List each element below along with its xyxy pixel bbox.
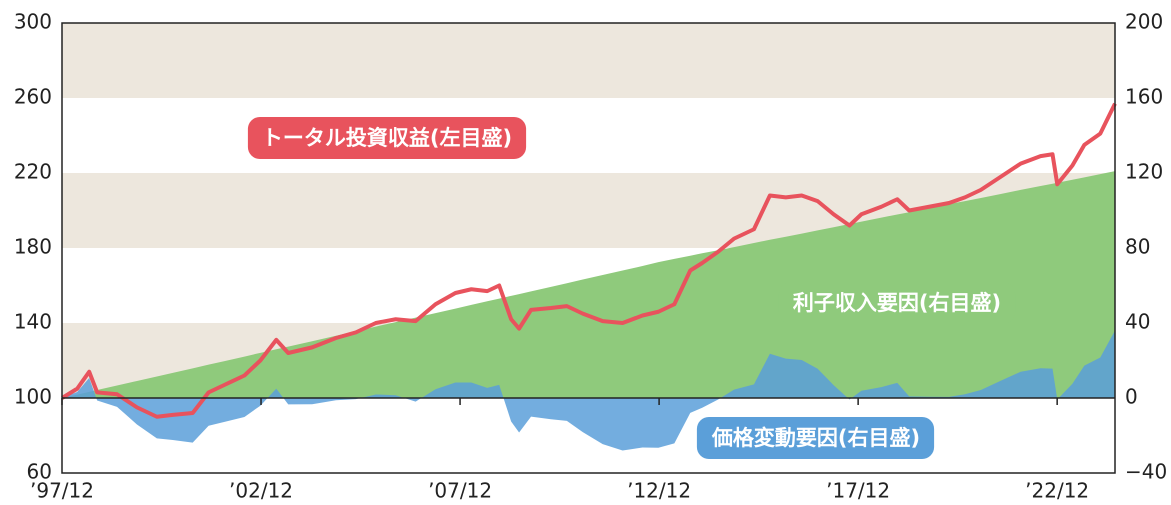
y-tick-label: 140: [14, 310, 52, 334]
legend-label: 価格変動要因(右目盛): [696, 417, 935, 459]
y-tick-label: 60: [27, 460, 52, 484]
legend-pill: [247, 117, 527, 159]
area: [62, 330, 1116, 451]
x-tick-label: ’22/12: [1025, 479, 1089, 503]
legend-pill: [696, 417, 935, 459]
legend-text: 価格変動要因(右目盛): [711, 426, 920, 450]
y2-tick-label: 120: [1125, 160, 1163, 184]
legend-label: 利子収入要因(右目盛): [778, 282, 1016, 324]
y-tick-label: 180: [14, 235, 52, 259]
y-tick-label: 100: [14, 385, 52, 409]
y2-tick-label: 80: [1125, 235, 1150, 259]
x-tick-label: ’17/12: [826, 479, 890, 503]
x-tick-label: ’12/12: [627, 479, 691, 503]
y-tick-label: 300: [14, 10, 52, 34]
x-tick-label: ’02/12: [229, 479, 293, 503]
legend-pill: [778, 282, 1016, 324]
y2-tick-label: 40: [1125, 310, 1150, 334]
x-tick-label: ’07/12: [428, 479, 492, 503]
legend-text: 利子収入要因(右目盛): [793, 291, 1001, 315]
y-tick-label: 220: [14, 160, 52, 184]
y2-tick-label: −40: [1125, 460, 1167, 484]
background-band: [62, 23, 1115, 98]
plot-frame: [61, 22, 1116, 474]
y2-tick-label: 160: [1125, 85, 1163, 109]
line: [61, 102, 1117, 419]
legend-text: トータル投資収益(左目盛): [262, 126, 512, 150]
y2-tick-label: 200: [1125, 10, 1163, 34]
x-tick-label: ’97/12: [30, 479, 94, 503]
y-tick-label: 260: [14, 85, 52, 109]
legend-label: トータル投資収益(左目盛): [247, 117, 527, 159]
y2-tick-label: 0: [1125, 385, 1138, 409]
